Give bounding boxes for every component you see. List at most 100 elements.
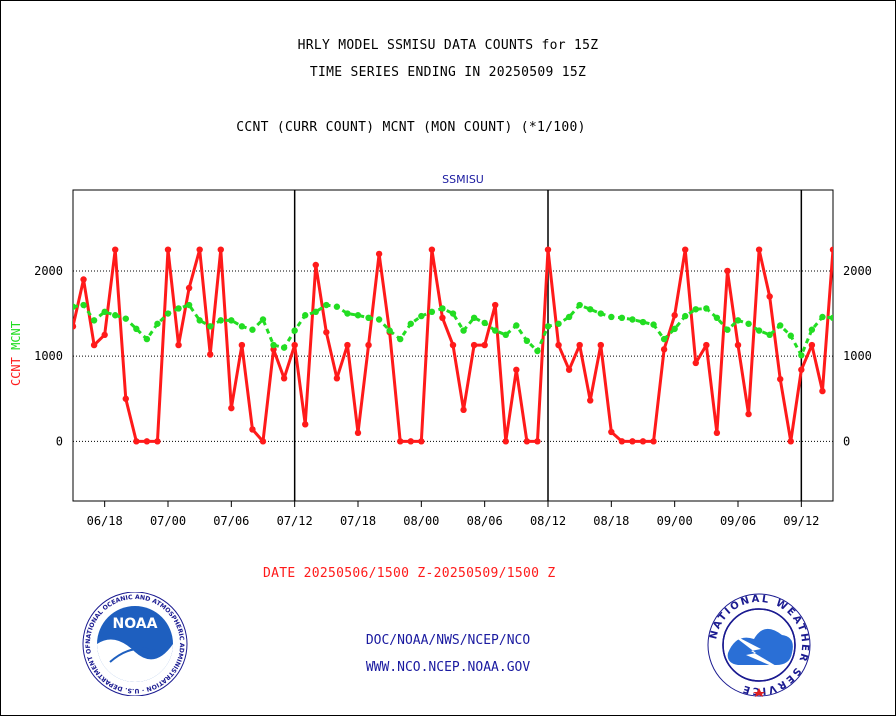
date-range: DATE 20250506/1500 Z-20250509/1500 Z [263, 566, 556, 581]
mcnt-point [639, 318, 647, 326]
mcnt-point [354, 312, 362, 319]
chart-title: HRLY MODEL SSMISU DATA COUNTS for 15Z [297, 38, 599, 53]
series-description: CCNT (CURR COUNT) MCNT (MON COUNT) (*1/1… [236, 120, 586, 135]
y-axis-label-mcnt: MCNT [9, 321, 23, 350]
ccnt-point [819, 387, 826, 395]
ccnt-point [238, 341, 246, 349]
ccnt-point [90, 341, 98, 349]
mcnt-point [787, 332, 794, 339]
x-tick-label: 09/12 [783, 514, 819, 528]
ccnt-point [544, 246, 552, 253]
ccnt-point [302, 421, 309, 428]
ccnt-point [333, 375, 341, 382]
ccnt-point [375, 250, 383, 258]
ccnt-point [692, 359, 699, 367]
mcnt-point [470, 314, 478, 322]
mcnt-point [523, 337, 531, 345]
ccnt-point [185, 284, 193, 292]
ccnt-point [576, 341, 583, 349]
x-tick-label: 08/06 [467, 514, 503, 528]
ccnt-point [397, 438, 404, 445]
ccnt-point [703, 341, 710, 349]
mcnt-point [80, 301, 87, 309]
y-tick-label-right: 1000 [843, 349, 872, 363]
x-tick-label: 07/18 [340, 514, 376, 528]
mcnt-point [608, 313, 615, 321]
mcnt-point [143, 335, 151, 343]
footer-url[interactable]: WWW.NCO.NCEP.NOAA.GOV [365, 660, 531, 675]
mcnt-point [798, 352, 805, 359]
mcnt-point [196, 317, 203, 324]
mcnt-point [312, 308, 319, 316]
x-tick-label: 08/00 [403, 514, 439, 528]
mcnt-point [597, 310, 604, 317]
mcnt-point [492, 327, 499, 334]
ccnt-point [798, 366, 805, 373]
mcnt-point [386, 327, 393, 334]
y-axis-label-ccnt: CCNT [9, 350, 23, 386]
ccnt-point [428, 246, 436, 253]
mcnt-point [555, 320, 562, 327]
ccnt-point [133, 438, 140, 445]
ccnt-point [344, 341, 351, 349]
ccnt-point [724, 267, 731, 275]
ccnt-point [597, 341, 604, 349]
ccnt-point [259, 438, 267, 445]
mcnt-point [713, 314, 721, 322]
mcnt-point [291, 327, 298, 334]
ccnt-point [80, 276, 87, 283]
mcnt-point [112, 312, 119, 319]
ccnt-point [312, 261, 319, 269]
x-tick-label: 07/00 [150, 514, 186, 528]
mcnt-point [175, 305, 182, 312]
y-axis-label: CCNT MCNT [9, 321, 23, 386]
x-tick-label: 08/12 [530, 514, 566, 528]
mcnt-point [808, 326, 816, 333]
x-tick-label: 06/18 [87, 514, 123, 528]
ccnt-point [777, 375, 784, 383]
plot-subtitle: SSMISU [442, 173, 484, 186]
ccnt-point [196, 246, 203, 253]
mcnt-point [270, 341, 277, 349]
mcnt-point [671, 325, 678, 333]
ccnt-point [523, 438, 531, 445]
mcnt-point [407, 320, 414, 327]
mcnt-point [629, 316, 636, 323]
mcnt-point [544, 323, 552, 330]
mcnt-point [650, 321, 657, 328]
ccnt-point [755, 246, 763, 253]
ccnt-point [228, 404, 235, 412]
ccnt-point [101, 331, 108, 339]
ccnt-point [217, 246, 224, 253]
mcnt-point [819, 313, 826, 321]
ccnt-point [555, 341, 562, 349]
ccnt-point [629, 438, 636, 445]
mcnt-point [101, 308, 108, 316]
y-tick-label-right: 0 [843, 434, 850, 448]
mcnt-point [344, 310, 351, 317]
ccnt-point [534, 438, 541, 445]
mcnt-point [724, 326, 731, 333]
ccnt-point [513, 366, 520, 373]
mcnt-point [164, 310, 172, 317]
ccnt-point [565, 366, 573, 373]
mcnt-point [449, 310, 457, 317]
ccnt-point [808, 341, 816, 349]
mcnt-point [777, 322, 784, 329]
x-tick-label: 09/06 [720, 514, 756, 528]
nws-logo-icon: NATIONAL WEATHER SERVICE [707, 593, 811, 697]
ccnt-point [280, 375, 288, 382]
footer-org[interactable]: DOC/NOAA/NWS/NCEP/NCO [365, 633, 531, 648]
mcnt-point [576, 301, 583, 309]
mcnt-point [249, 326, 256, 333]
ccnt-point [745, 410, 752, 418]
mcnt-point [90, 317, 98, 324]
ccnt-point [618, 438, 626, 445]
mcnt-point [766, 331, 773, 339]
y-tick-label-left: 2000 [34, 264, 63, 278]
ccnt-point [449, 341, 457, 349]
x-tick-label: 09/00 [657, 514, 693, 528]
ccnt-point [608, 428, 615, 436]
mcnt-point [122, 315, 129, 322]
ccnt-point [73, 323, 77, 330]
